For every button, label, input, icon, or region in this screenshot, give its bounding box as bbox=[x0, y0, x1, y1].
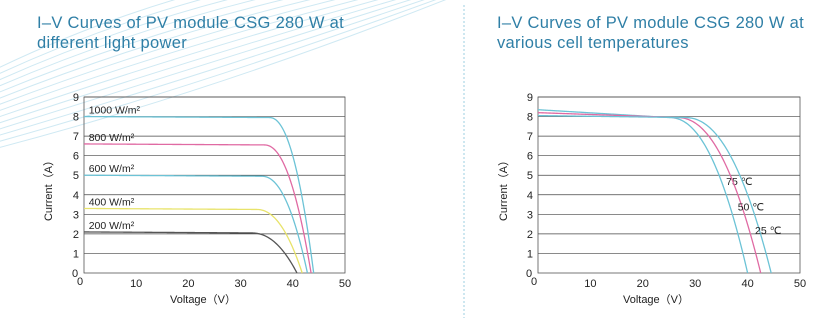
y-tick-label: 5 bbox=[73, 170, 79, 182]
y-tick-label: 0 bbox=[72, 268, 78, 280]
left-chart: 1 2 3 4 5 6 7 8 9 00 10 20 30 40 50 1000 W/m² 800 W/m² 60… bbox=[72, 92, 351, 290]
series-label: 800 W/m² bbox=[89, 132, 135, 144]
decorative-line bbox=[0, 0, 412, 130]
y-tick-label: 3 bbox=[527, 209, 533, 221]
right-chart-title-line2: various cell temperatures bbox=[497, 34, 689, 52]
decorative-line bbox=[0, 0, 229, 81]
y-tick-label: 6 bbox=[73, 151, 79, 163]
x-tick-label: 50 bbox=[339, 278, 351, 290]
y-tick-label: 0 bbox=[526, 268, 532, 280]
x-tick-label: 20 bbox=[637, 278, 649, 290]
x-tick-label: 50 bbox=[794, 278, 806, 290]
left-chart-title-line2: different light power bbox=[37, 34, 187, 52]
decorative-line bbox=[0, 0, 311, 99]
decorative-line bbox=[0, 0, 447, 148]
origin-tick-label: 0 bbox=[531, 276, 537, 288]
right-chart-title-line1: I–V Curves of PV module CSG 280 W at bbox=[497, 14, 804, 32]
series-line bbox=[84, 115, 315, 274]
series-line bbox=[537, 114, 772, 274]
y-tick-label: 9 bbox=[527, 92, 533, 104]
x-tick-label: 10 bbox=[130, 278, 142, 290]
decorative-line bbox=[0, 0, 284, 93]
y-tick-label: 2 bbox=[527, 229, 533, 241]
decorative-line bbox=[0, 0, 397, 124]
series-label: 50 ℃ bbox=[738, 201, 765, 213]
left-chart-title-line1: I–V Curves of PV module CSG 280 W at bbox=[37, 14, 344, 32]
y-tick-label: 1 bbox=[527, 248, 533, 260]
decorative-line bbox=[0, 0, 176, 68]
series-line bbox=[83, 231, 298, 274]
plot-frame bbox=[537, 96, 801, 274]
decorative-line bbox=[0, 0, 379, 118]
series-label: 400 W/m² bbox=[89, 196, 135, 208]
y-tick-label: 2 bbox=[73, 229, 79, 241]
series-line bbox=[83, 174, 309, 274]
y-tick-label: 6 bbox=[527, 151, 533, 163]
series-label: 75 ℃ bbox=[726, 176, 753, 188]
y-tick-label: 7 bbox=[73, 131, 79, 143]
right-chart-ylabel: Current（A） bbox=[497, 155, 510, 221]
y-tick-label: 5 bbox=[527, 170, 533, 182]
origin-tick-label: 0 bbox=[77, 276, 83, 288]
decorative-line bbox=[0, 0, 336, 105]
x-tick-label: 10 bbox=[584, 278, 596, 290]
plot-frame bbox=[83, 96, 346, 274]
series-line bbox=[83, 143, 312, 274]
left-chart-xlabel: Voltage（V） bbox=[170, 293, 236, 306]
series-line bbox=[84, 207, 303, 274]
x-tick-label: 30 bbox=[689, 278, 701, 290]
y-tick-label: 7 bbox=[527, 131, 533, 143]
y-tick-label: 4 bbox=[527, 190, 533, 202]
series-label: 1000 W/m² bbox=[89, 105, 141, 117]
right-chart: 1 2 3 4 5 6 7 8 9 00 10 20 30 40 50 75 ℃ 50 ℃ 25 ℃ bbox=[526, 92, 806, 290]
x-tick-label: 30 bbox=[234, 278, 246, 290]
y-tick-label: 3 bbox=[73, 209, 79, 221]
x-tick-label: 20 bbox=[182, 278, 194, 290]
decorative-line bbox=[0, 0, 437, 142]
series-label: 25 ℃ bbox=[755, 225, 782, 237]
y-tick-label: 1 bbox=[73, 248, 79, 260]
decorative-line bbox=[0, 0, 425, 136]
decorative-line bbox=[0, 0, 202, 74]
right-chart-xlabel: Voltage（V） bbox=[623, 293, 689, 306]
x-tick-label: 40 bbox=[287, 278, 299, 290]
decorative-line bbox=[0, 0, 359, 111]
series-label: 600 W/m² bbox=[89, 163, 135, 175]
series-label: 200 W/m² bbox=[89, 220, 135, 232]
series-line bbox=[537, 111, 762, 274]
left-chart-ylabel: Current（A） bbox=[42, 155, 55, 221]
y-tick-label: 9 bbox=[73, 92, 79, 104]
decorative-line bbox=[0, 0, 256, 87]
x-tick-label: 40 bbox=[741, 278, 753, 290]
y-tick-label: 8 bbox=[73, 112, 79, 124]
decorative-sweep-lines bbox=[0, 0, 447, 148]
y-tick-label: 8 bbox=[527, 112, 533, 124]
y-tick-label: 4 bbox=[73, 190, 79, 202]
